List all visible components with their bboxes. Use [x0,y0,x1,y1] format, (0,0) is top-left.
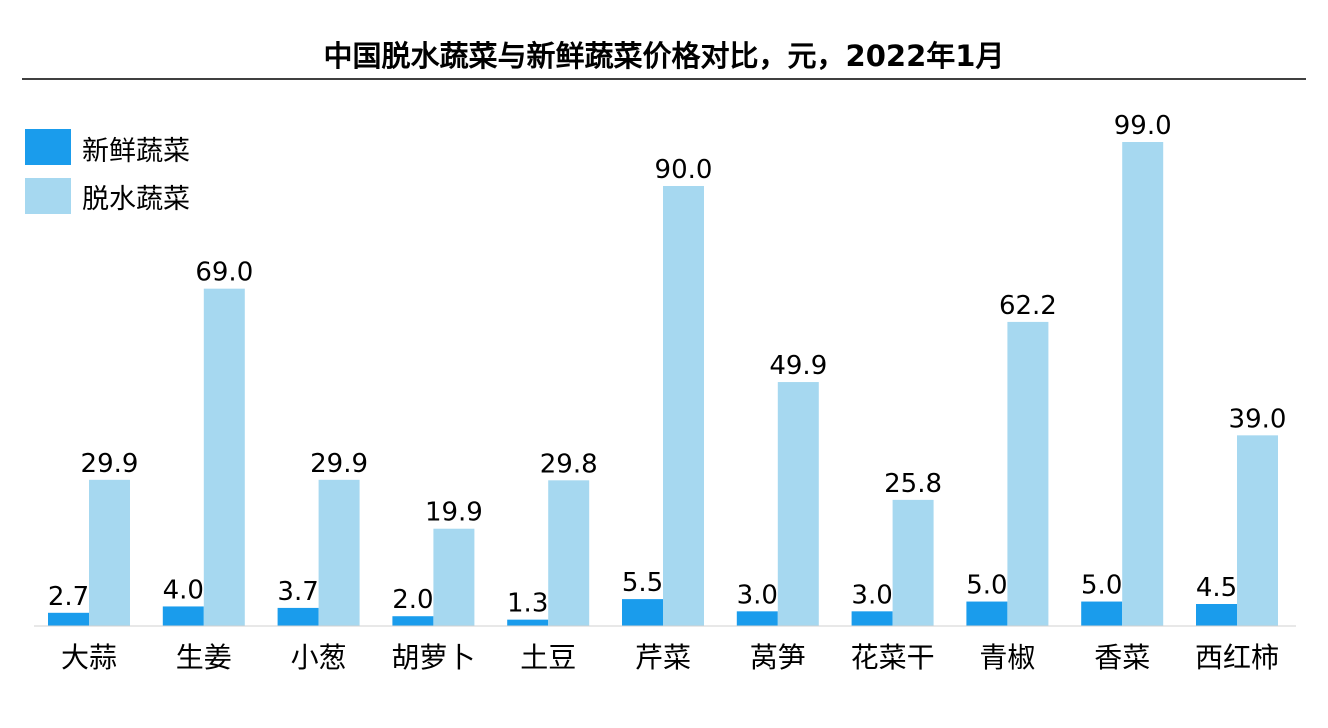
value-label-dehydrated-2: 29.9 [310,449,368,479]
category-label-3: 胡萝卜 [391,641,475,674]
bar-dehydrated-5 [663,186,704,626]
value-label-fresh-9: 5.0 [1081,571,1122,601]
bar-fresh-3 [392,616,434,626]
category-label-5: 芹菜 [635,641,691,674]
value-label-fresh-3: 2.0 [392,585,433,615]
bar-fresh-2 [277,607,319,626]
value-label-fresh-6: 3.0 [737,580,778,610]
legend-swatch-fresh [25,129,71,165]
bar-fresh-9 [1081,601,1123,626]
value-label-dehydrated-10: 39.0 [1229,404,1287,434]
category-label-8: 青椒 [979,641,1035,674]
bar-dehydrated-2 [318,479,360,626]
value-label-fresh-7: 3.0 [851,580,892,610]
bar-dehydrated-9 [1122,142,1164,626]
value-label-dehydrated-4: 29.8 [540,449,598,479]
bar-fresh-5 [622,599,663,626]
bar-dehydrated-1 [203,288,245,626]
value-label-fresh-1: 4.0 [163,575,204,605]
value-label-dehydrated-3: 19.9 [425,498,483,528]
value-label-fresh-5: 5.5 [622,568,663,598]
legend-swatch-dehydrated [25,178,71,214]
category-label-9: 香菜 [1094,641,1150,674]
legend-label-fresh: 新鲜蔬菜 [82,136,190,167]
bar-dehydrated-0 [89,479,130,626]
value-label-dehydrated-9: 99.0 [1114,111,1172,141]
category-label-1: 生姜 [176,641,232,674]
value-label-dehydrated-0: 29.9 [81,449,139,479]
category-labels-group: 大蒜 生姜 小葱 胡萝卜 土豆 芹菜 莴笋 花菜干 青椒 香菜 西红柿 [61,641,1279,674]
value-label-fresh-4: 1.3 [507,589,548,619]
bars-group [48,142,1278,626]
legend: 新鲜蔬菜 脱水蔬菜 [25,129,190,215]
bar-dehydrated-3 [433,528,475,626]
value-label-dehydrated-5: 90.0 [655,155,713,185]
bar-fresh-4 [507,619,549,626]
bar-fresh-1 [162,606,204,626]
value-label-dehydrated-1: 69.0 [195,258,253,288]
bar-dehydrated-10 [1237,435,1278,626]
bar-fresh-8 [966,601,1008,626]
bar-dehydrated-4 [548,480,590,626]
category-label-7: 花菜干 [851,641,935,674]
bar-fresh-6 [736,611,778,626]
value-label-fresh-0: 2.7 [48,582,89,612]
value-label-dehydrated-6: 49.9 [769,351,827,381]
value-label-dehydrated-7: 25.8 [884,469,942,499]
value-labels-group: 2.7 29.9 4.0 69.0 3.7 29.9 2.0 19.9 1.3 29.8 5.5 90… [48,111,1287,619]
bar-fresh-10 [1196,604,1237,626]
value-label-fresh-8: 5.0 [966,571,1007,601]
category-label-6: 莴笋 [750,641,806,674]
value-label-fresh-2: 3.7 [277,577,318,607]
category-label-10: 西红柿 [1195,641,1279,674]
category-label-4: 土豆 [520,641,576,674]
value-label-dehydrated-8: 62.2 [999,291,1057,321]
value-label-fresh-10: 4.5 [1196,573,1237,603]
bar-dehydrated-6 [777,382,819,626]
bar-fresh-7 [851,611,893,626]
category-label-0: 大蒜 [61,641,117,674]
chart-title: 中国脱水蔬菜与新鲜蔬菜价格对比，元，2022年1月 [324,39,1005,73]
legend-label-dehydrated: 脱水蔬菜 [82,184,190,215]
bar-dehydrated-7 [892,499,934,626]
category-label-2: 小葱 [291,641,347,674]
bar-fresh-0 [48,612,89,626]
bar-dehydrated-8 [1007,321,1049,626]
